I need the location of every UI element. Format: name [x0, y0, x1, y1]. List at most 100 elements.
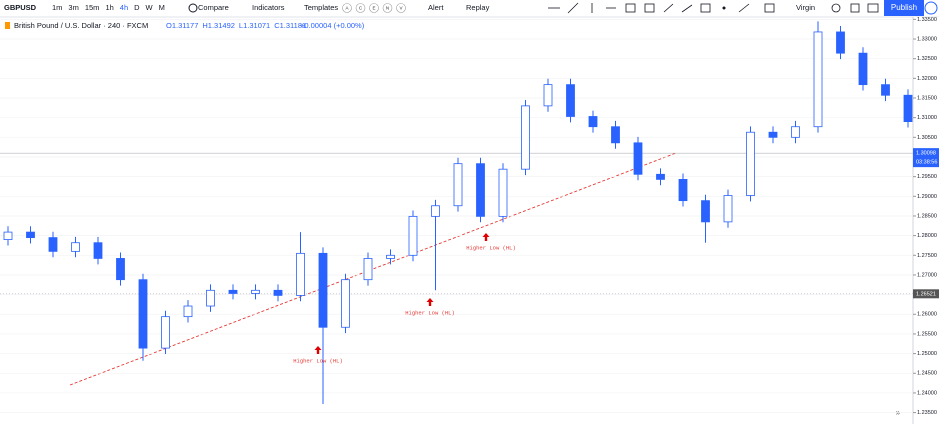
- annotation-arrow[interactable]: [482, 233, 490, 241]
- compare[interactable]: Compare: [198, 3, 229, 12]
- publish-button[interactable]: [884, 0, 924, 16]
- candle-body: [453, 163, 463, 207]
- interval[interactable]: D: [134, 3, 140, 12]
- candle-body: [161, 316, 170, 349]
- candle-body: [3, 231, 13, 240]
- candle-body: [228, 289, 238, 294]
- candle-body: [701, 200, 710, 223]
- candle-body: [723, 195, 733, 223]
- fullscreen-icon[interactable]: [850, 3, 860, 13]
- price-axis: [913, 17, 939, 424]
- letter-badge[interactable]: [396, 3, 406, 13]
- candle-body: [498, 168, 508, 217]
- annotation-arrow[interactable]: [426, 298, 434, 306]
- letter-badge[interactable]: [382, 3, 393, 13]
- candle-body: [341, 279, 350, 328]
- letter-badge[interactable]: [342, 3, 352, 13]
- replay[interactable]: Replay: [466, 3, 490, 12]
- settings-icon[interactable]: [831, 3, 841, 13]
- y-tick-label: 1.32500: [917, 56, 937, 62]
- candle-body: [476, 163, 485, 217]
- candle-body: [521, 105, 530, 170]
- y-tick-label: 1.30500: [917, 135, 937, 141]
- legend-ohlc: H1.31492: [202, 21, 235, 30]
- letter[interactable]: E: [372, 5, 375, 10]
- indicators[interactable]: Indicators: [252, 3, 285, 12]
- interval[interactable]: M: [159, 3, 165, 12]
- y-tick-label: 1.24000: [917, 390, 937, 396]
- annotation-arrow[interactable]: [314, 346, 322, 354]
- compare-icon[interactable]: [188, 3, 198, 13]
- candle-body: [633, 142, 643, 175]
- y-tick-label: 1.27500: [917, 253, 937, 259]
- publish-label[interactable]: Publish: [891, 3, 917, 12]
- letter[interactable]: A: [345, 5, 348, 10]
- candle-body: [386, 254, 395, 259]
- legend-ohlc: L1.31071: [239, 21, 270, 30]
- interval[interactable]: 4h: [120, 3, 128, 12]
- interval[interactable]: 3m: [68, 3, 78, 12]
- y-tick-label: 1.28000: [917, 233, 937, 239]
- snapshot-icon[interactable]: [867, 3, 879, 13]
- y-tick-label: 1.32000: [917, 76, 937, 82]
- candle-body: [611, 126, 620, 144]
- tool-icon[interactable]: [681, 4, 693, 13]
- candle-body: [93, 242, 103, 259]
- letter[interactable]: C: [359, 5, 363, 10]
- letter-badge[interactable]: [355, 3, 366, 13]
- letter-badge[interactable]: [369, 3, 379, 13]
- annotation-label[interactable]: Higher Low (HL): [466, 244, 516, 251]
- marked-price-label: 1.26521: [916, 291, 936, 297]
- candle-body: [746, 131, 755, 196]
- legend-name: British Pound / U.S. Dollar · 240 · FXCM: [14, 21, 148, 30]
- candle-body: [26, 231, 35, 239]
- y-tick-label: 1.24500: [917, 371, 937, 377]
- candle-body: [768, 131, 778, 138]
- tool-icon[interactable]: [567, 2, 579, 14]
- candle-body: [813, 31, 823, 128]
- annotation-label[interactable]: Higher Low (HL): [293, 357, 343, 364]
- candle-body: [363, 258, 373, 281]
- y-tick-label: 1.31000: [917, 115, 937, 121]
- layout-name[interactable]: Virgin: [796, 3, 815, 12]
- marked-price-tag: [913, 289, 939, 299]
- candle-body: [116, 258, 125, 281]
- annotation-label[interactable]: Higher Low (HL): [405, 309, 455, 316]
- y-tick-label: 1.28500: [917, 213, 937, 219]
- y-tick-label: 1.23500: [917, 410, 937, 416]
- symbol[interactable]: GBPUSD: [4, 3, 37, 12]
- y-tick-label: 1.33500: [917, 17, 937, 23]
- tool-icon[interactable]: [663, 3, 674, 13]
- interval[interactable]: 15m: [85, 3, 100, 12]
- tool-icon[interactable]: [625, 3, 636, 13]
- y-tick-label: 1.27000: [917, 272, 937, 278]
- letter[interactable]: N: [386, 5, 389, 10]
- play-button[interactable]: [924, 1, 938, 15]
- trend-line[interactable]: [69, 152, 677, 386]
- interval[interactable]: 1m: [52, 3, 62, 12]
- templates[interactable]: Templates: [304, 3, 338, 12]
- candle-body: [138, 279, 148, 349]
- candle-body: [903, 94, 913, 123]
- tool-icon[interactable]: [700, 3, 711, 13]
- alert[interactable]: Alert: [428, 3, 444, 12]
- candle-body: [251, 289, 260, 294]
- candle-body: [858, 52, 868, 86]
- tool-icon[interactable]: [722, 6, 726, 10]
- interval[interactable]: W: [146, 3, 154, 12]
- interval[interactable]: 1h: [105, 3, 113, 12]
- y-tick-label: 1.31500: [917, 95, 937, 101]
- tool-icon[interactable]: [738, 3, 750, 13]
- y-tick-label: 1.25500: [917, 331, 937, 337]
- current-price-tag: [913, 148, 939, 168]
- candle-body: [71, 242, 80, 252]
- tool-icon[interactable]: [764, 3, 775, 13]
- candle-body: [791, 126, 800, 138]
- candle-body: [318, 252, 328, 328]
- candle-body: [48, 237, 58, 252]
- candle-body: [431, 205, 440, 217]
- legend-change: +0.00004 (+0.00%): [300, 21, 365, 30]
- letter[interactable]: V: [399, 5, 402, 10]
- tool-icon[interactable]: [644, 3, 655, 13]
